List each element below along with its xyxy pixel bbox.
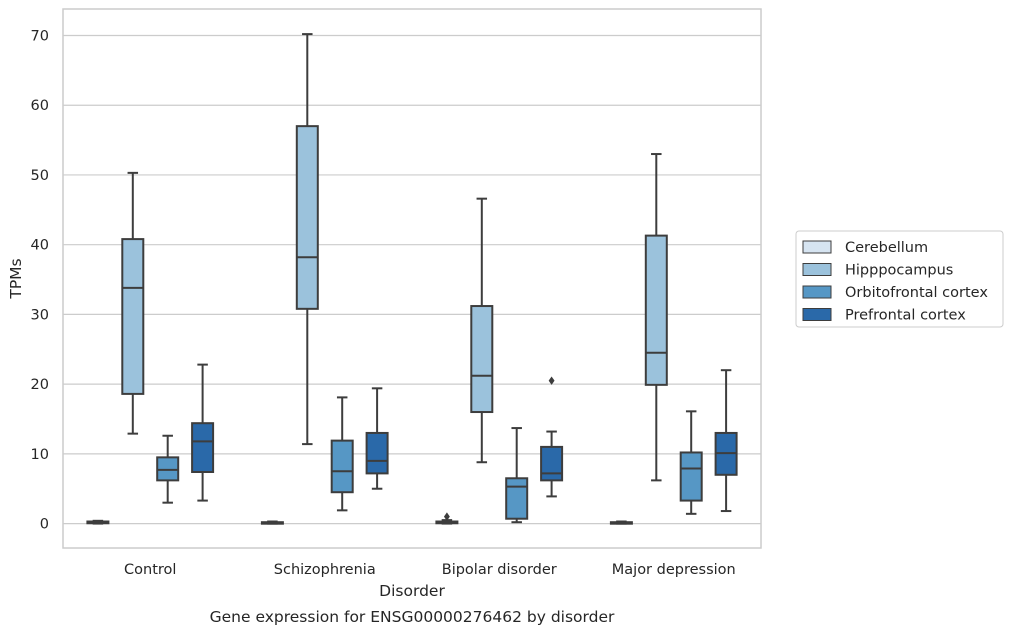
box-iqr	[191, 422, 215, 473]
boxes	[86, 33, 738, 525]
plot-frame	[62, 8, 762, 549]
box-iqr	[679, 451, 703, 502]
legend-label: Hipppocampus	[845, 263, 953, 279]
box-iqr	[121, 238, 145, 395]
box-hipppocampus	[470, 197, 494, 464]
box-iqr	[295, 125, 319, 310]
box-orbitofrontal-cortex	[679, 410, 703, 515]
y-tick-label: 70	[31, 28, 49, 44]
y-tick-label: 60	[31, 98, 49, 114]
box-orbitofrontal-cortex	[330, 396, 354, 512]
legend: Cerebellum Hipppocampus Orbitofrontal cort…	[795, 230, 1004, 328]
x-tick-label: Control	[124, 562, 176, 578]
box-iqr	[505, 477, 529, 520]
x-axis-ticks: Control Schizophrenia Bipolar disorder Majo…	[124, 562, 736, 578]
outlier-point	[443, 512, 450, 521]
box-iqr	[156, 456, 180, 482]
legend-label: Cerebellum	[845, 240, 928, 256]
gridlines	[63, 34, 761, 525]
box-cerebellum	[609, 520, 633, 525]
x-tick-label: Schizophrenia	[274, 562, 376, 578]
box-cerebellum	[260, 520, 284, 525]
box-cerebellum	[435, 512, 459, 525]
x-axis-label: Disorder	[379, 582, 445, 600]
legend-swatch	[802, 240, 832, 254]
box-iqr	[540, 445, 564, 482]
box-iqr	[644, 234, 668, 386]
box-hipppocampus	[644, 153, 668, 482]
box-orbitofrontal-cortex	[156, 434, 180, 504]
box-iqr	[470, 305, 494, 414]
y-tick-label: 30	[31, 307, 49, 323]
y-axis-ticks: 0 10 20 30 40 50 60 70	[31, 28, 49, 532]
box-iqr	[365, 431, 389, 475]
box-cerebellum	[86, 519, 110, 525]
outlier-point	[548, 376, 555, 385]
box-prefrontal-cortex	[365, 387, 389, 490]
y-tick-label: 40	[31, 238, 49, 254]
box-hipppocampus	[295, 33, 319, 446]
legend-label: Prefrontal cortex	[845, 308, 966, 324]
box-orbitofrontal-cortex	[505, 427, 529, 524]
box-iqr	[330, 439, 354, 494]
y-tick-label: 0	[40, 517, 49, 533]
legend-frame	[795, 230, 1004, 328]
legend-swatch	[802, 308, 832, 321]
box-prefrontal-cortex	[714, 369, 738, 513]
y-tick-label: 50	[31, 168, 49, 184]
box-prefrontal-cortex	[191, 363, 215, 502]
box-hipppocampus	[121, 171, 145, 435]
x-tick-label: Bipolar disorder	[442, 562, 557, 578]
box-prefrontal-cortex	[540, 376, 564, 498]
y-axis-label: TPMs	[7, 258, 25, 299]
y-tick-label: 10	[31, 447, 49, 463]
chart-caption: Gene expression for ENSG00000276462 by d…	[210, 608, 615, 626]
x-tick-label: Major depression	[612, 562, 736, 578]
y-tick-label: 20	[31, 377, 49, 393]
legend-label: Orbitofrontal cortex	[845, 285, 988, 301]
legend-swatch	[802, 285, 832, 299]
legend-swatch	[802, 263, 832, 276]
